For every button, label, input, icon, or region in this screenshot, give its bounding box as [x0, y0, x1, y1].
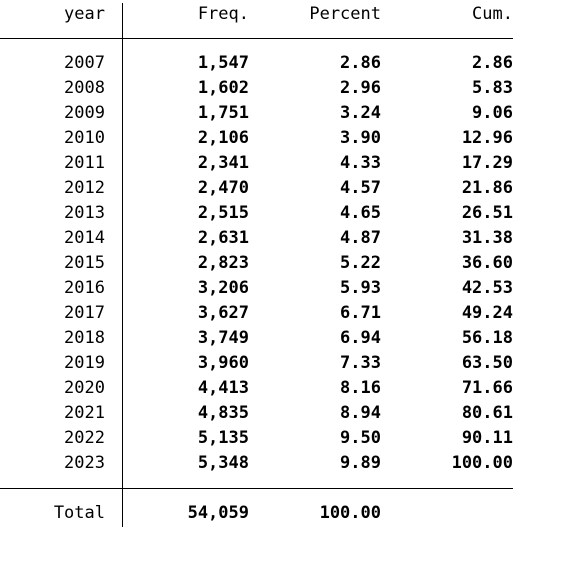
cell-cum: 100.00 — [451, 453, 513, 473]
cell-freq: 2,470 — [197, 178, 249, 198]
cell-year: 2017 — [64, 303, 105, 323]
cell-percent: 3.24 — [340, 103, 381, 123]
header-percent: Percent — [309, 4, 381, 24]
cell-cum: 5.83 — [472, 78, 513, 98]
column-divider — [122, 3, 123, 527]
cell-freq: 5,348 — [197, 453, 249, 473]
cell-year: 2018 — [64, 328, 105, 348]
cell-cum: 26.51 — [461, 203, 513, 223]
cell-percent: 4.87 — [340, 228, 381, 248]
cell-year: 2015 — [64, 253, 105, 273]
table-row: 2020 4,413 8.16 71.66 — [0, 376, 569, 401]
header-cum: Cum. — [472, 4, 513, 24]
table-row: 2015 2,823 5.22 36.60 — [0, 251, 569, 276]
table-row: 2018 3,749 6.94 56.18 — [0, 326, 569, 351]
cell-cum: 80.61 — [461, 403, 513, 423]
cell-cum: 17.29 — [461, 153, 513, 173]
cell-freq: 3,960 — [197, 353, 249, 373]
table-header: year Freq. Percent Cum. — [0, 2, 569, 27]
cell-freq: 2,823 — [197, 253, 249, 273]
cell-freq: 2,631 — [197, 228, 249, 248]
cell-cum: 71.66 — [461, 378, 513, 398]
table-row: 2008 1,602 2.96 5.83 — [0, 76, 569, 101]
total-row: Total 54,059 100.00 — [0, 501, 569, 526]
cell-percent: 3.90 — [340, 128, 381, 148]
cell-percent: 8.16 — [340, 378, 381, 398]
cell-year: 2014 — [64, 228, 105, 248]
cell-percent: 5.22 — [340, 253, 381, 273]
cell-year: 2022 — [64, 428, 105, 448]
cell-freq: 1,751 — [197, 103, 249, 123]
table-row: 2010 2,106 3.90 12.96 — [0, 126, 569, 151]
cell-percent: 9.89 — [340, 453, 381, 473]
cell-freq: 3,206 — [197, 278, 249, 298]
cell-freq: 1,602 — [197, 78, 249, 98]
cell-freq: 2,106 — [197, 128, 249, 148]
total-label: Total — [53, 503, 105, 523]
cell-freq: 5,135 — [197, 428, 249, 448]
table-row: 2013 2,515 4.65 26.51 — [0, 201, 569, 226]
table-row: 2014 2,631 4.87 31.38 — [0, 226, 569, 251]
cell-cum: 56.18 — [461, 328, 513, 348]
cell-cum: 63.50 — [461, 353, 513, 373]
total-divider — [0, 488, 513, 489]
cell-year: 2009 — [64, 103, 105, 123]
cell-cum: 21.86 — [461, 178, 513, 198]
cell-percent: 2.96 — [340, 78, 381, 98]
cell-freq: 3,627 — [197, 303, 249, 323]
header-year: year — [64, 4, 105, 24]
cell-cum: 49.24 — [461, 303, 513, 323]
cell-year: 2020 — [64, 378, 105, 398]
cell-cum: 42.53 — [461, 278, 513, 298]
cell-freq: 4,835 — [197, 403, 249, 423]
cell-cum: 12.96 — [461, 128, 513, 148]
header-freq: Freq. — [197, 4, 249, 24]
cell-year: 2021 — [64, 403, 105, 423]
cell-year: 2016 — [64, 278, 105, 298]
cell-percent: 5.93 — [340, 278, 381, 298]
table-row: 2017 3,627 6.71 49.24 — [0, 301, 569, 326]
cell-year: 2013 — [64, 203, 105, 223]
table-row: 2019 3,960 7.33 63.50 — [0, 351, 569, 376]
table-row: 2021 4,835 8.94 80.61 — [0, 401, 569, 426]
cell-freq: 4,413 — [197, 378, 249, 398]
total-freq: 54,059 — [187, 503, 249, 523]
cell-percent: 9.50 — [340, 428, 381, 448]
cell-percent: 4.65 — [340, 203, 381, 223]
table-row: 2007 1,547 2.86 2.86 — [0, 51, 569, 76]
cell-freq: 2,341 — [197, 153, 249, 173]
table-row: 2023 5,348 9.89 100.00 — [0, 451, 569, 476]
cell-cum: 2.86 — [472, 53, 513, 73]
cell-year: 2023 — [64, 453, 105, 473]
cell-percent: 8.94 — [340, 403, 381, 423]
cell-percent: 6.71 — [340, 303, 381, 323]
cell-percent: 4.57 — [340, 178, 381, 198]
cell-cum: 31.38 — [461, 228, 513, 248]
cell-year: 2010 — [64, 128, 105, 148]
table-row: 2016 3,206 5.93 42.53 — [0, 276, 569, 301]
cell-percent: 6.94 — [340, 328, 381, 348]
cell-percent: 2.86 — [340, 53, 381, 73]
total-percent: 100.00 — [319, 503, 381, 523]
cell-cum: 36.60 — [461, 253, 513, 273]
table-row: 2011 2,341 4.33 17.29 — [0, 151, 569, 176]
cell-year: 2011 — [64, 153, 105, 173]
table-row: 2022 5,135 9.50 90.11 — [0, 426, 569, 451]
cell-percent: 4.33 — [340, 153, 381, 173]
cell-freq: 1,547 — [197, 53, 249, 73]
cell-year: 2008 — [64, 78, 105, 98]
cell-freq: 3,749 — [197, 328, 249, 348]
table-row: 2012 2,470 4.57 21.86 — [0, 176, 569, 201]
table-row: 2009 1,751 3.24 9.06 — [0, 101, 569, 126]
cell-cum: 9.06 — [472, 103, 513, 123]
cell-year: 2007 — [64, 53, 105, 73]
cell-cum: 90.11 — [461, 428, 513, 448]
cell-freq: 2,515 — [197, 203, 249, 223]
header-divider — [0, 38, 513, 39]
cell-year: 2012 — [64, 178, 105, 198]
cell-percent: 7.33 — [340, 353, 381, 373]
cell-year: 2019 — [64, 353, 105, 373]
